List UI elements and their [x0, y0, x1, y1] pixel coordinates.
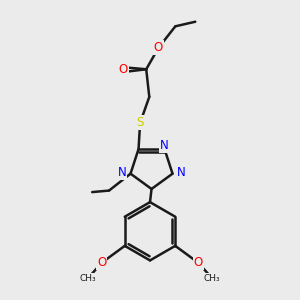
Text: O: O [194, 256, 203, 269]
Text: CH₃: CH₃ [80, 274, 96, 283]
Text: S: S [136, 116, 144, 129]
Text: N: N [118, 166, 126, 179]
Text: N: N [177, 166, 185, 179]
Text: N: N [160, 139, 169, 152]
Text: O: O [154, 41, 163, 54]
Text: CH₃: CH₃ [204, 274, 220, 283]
Text: O: O [97, 256, 106, 269]
Text: O: O [118, 63, 128, 76]
